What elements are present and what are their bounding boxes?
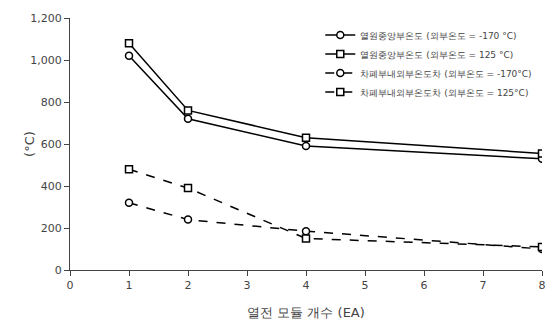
svg-text:400: 400 [41,180,62,193]
svg-text:1,000: 1,000 [30,54,62,67]
svg-text:800: 800 [41,96,62,109]
svg-text:4: 4 [303,279,310,292]
svg-text:5: 5 [362,279,369,292]
svg-text:0: 0 [55,264,62,277]
svg-text:열원중앙부온도 (외부온도 = 125 °C): 열원중앙부온도 (외부온도 = 125 °C) [360,50,513,60]
svg-text:8: 8 [539,279,546,292]
svg-text:1,200: 1,200 [30,12,62,25]
svg-text:(°C): (°C) [22,131,37,157]
svg-text:600: 600 [41,138,62,151]
svg-text:3: 3 [244,279,251,292]
svg-text:7: 7 [480,279,487,292]
svg-text:열원중앙부온도 (외부온도 = -170 °C): 열원중앙부온도 (외부온도 = -170 °C) [360,31,516,41]
svg-text:열전 모듈 개수 (EA): 열전 모듈 개수 (EA) [247,305,365,320]
svg-text:0: 0 [67,279,74,292]
svg-text:200: 200 [41,222,62,235]
svg-text:차폐부내외부온도차 (외부온도 = 125°C): 차폐부내외부온도차 (외부온도 = 125°C) [360,88,528,98]
svg-text:6: 6 [421,279,428,292]
svg-text:1: 1 [126,279,133,292]
svg-text:차폐부내외부온도차 (외부온도 = -170°C): 차폐부내외부온도차 (외부온도 = -170°C) [360,69,531,79]
svg-text:2: 2 [185,279,192,292]
